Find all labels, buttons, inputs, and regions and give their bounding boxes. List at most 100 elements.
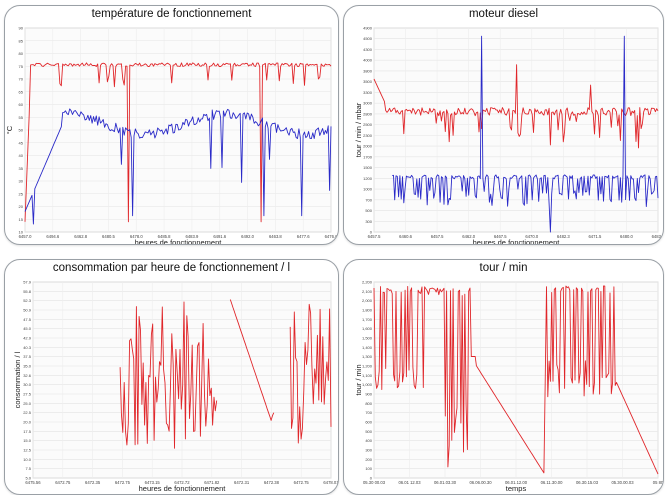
x-tick-label: 6463.8 [269, 234, 282, 239]
y-tick-label: 300 [365, 219, 372, 224]
x-tick-label: 6477.6 [297, 234, 310, 239]
x-tick-label: 6473.15 [145, 480, 161, 485]
y-tick-label: 45.0 [23, 326, 32, 331]
y-tick-label: 85 [19, 38, 24, 43]
y-tick-label: 3500 [363, 79, 373, 84]
y-tick-label: 2,000 [362, 298, 373, 303]
x-tick-label: 6478.01 [323, 480, 338, 485]
x-tick-label: 6472.75 [55, 480, 71, 485]
y-tick-label: 55.8 [23, 289, 32, 294]
y-tick-label: 0 [370, 230, 373, 235]
y-tick-label: 47.5 [23, 317, 32, 322]
y-tick-label: 12.5 [23, 448, 32, 453]
series-line-0 [119, 299, 332, 449]
y-tick-label: 57.9 [23, 280, 32, 285]
y-tick-label: 1700 [363, 154, 373, 159]
y-tick-label: 25.0 [23, 401, 32, 406]
x-tick-label: 6471.5 [588, 234, 601, 239]
x-tick-label: 6471.82 [204, 480, 220, 485]
chart-title: consommation par heure de fonctionnement… [52, 262, 291, 274]
y-tick-label: 35 [19, 166, 24, 171]
y-tick-label: 50 [19, 128, 24, 133]
y-tick-label: 1,500 [362, 336, 373, 341]
y-axis-label: °C [5, 125, 14, 134]
series-line-0 [373, 64, 659, 149]
y-tick-label: 1200 [363, 176, 373, 181]
x-tick-label: 6462.0 [462, 234, 475, 239]
y-tick-label: 600 [365, 420, 372, 425]
y-tick-label: 4900 [363, 26, 373, 31]
y-tick-label: 27.5 [23, 392, 32, 397]
x-tick-label: 06.01 12.03 [398, 480, 421, 485]
x-tick-label: 6485.8 [158, 234, 171, 239]
y-tick-label: 52.3 [23, 298, 32, 303]
y-tick-label: 37.5 [23, 354, 32, 359]
y-tick-label: 2000 [363, 144, 373, 149]
y-tick-label: 400 [365, 438, 372, 443]
series-line-1 [392, 35, 659, 233]
x-tick-label: 6472.31 [234, 480, 250, 485]
y-tick-label: 1500 [363, 165, 373, 170]
x-tick-label: 6467.5 [494, 234, 507, 239]
y-tick-label: 100 [365, 466, 372, 471]
x-axis-label: heures de fonctionnement [135, 238, 223, 244]
y-tick-label: 1,300 [362, 354, 373, 359]
y-tick-label: 30.0 [23, 382, 32, 387]
y-tick-label: 700 [365, 410, 372, 415]
y-tick-label: 3800 [363, 68, 373, 73]
x-tick-label: 6480.0 [620, 234, 633, 239]
x-tick-label: 6491.6 [213, 234, 226, 239]
y-tick-label: 4500 [363, 36, 373, 41]
y-tick-label: 75 [19, 64, 24, 69]
x-tick-label: 6476.6 [325, 234, 338, 239]
y-axis-label: tour / min [354, 364, 363, 395]
x-tick-label: 06.06.00.30 [469, 480, 492, 485]
y-tick-label: 900 [365, 392, 372, 397]
chart-panel-moteur-diesel: moteur diesel 4900 4500 4300 4000 3800 3500 33… [343, 5, 664, 245]
x-tick-label: 6462.8 [74, 234, 87, 239]
series-line-0 [24, 62, 332, 223]
y-tick-label: 32.6 [23, 373, 32, 378]
y-tick-label: 1,600 [362, 326, 373, 331]
y-tick-label: 2300 [363, 133, 373, 138]
x-tick-label: 6457.5 [368, 234, 381, 239]
y-tick-label: 40.3 [23, 345, 32, 350]
y-tick-label: 80 [19, 51, 24, 56]
x-tick-label: 05 80 [653, 480, 663, 485]
y-tick-label: 20.0 [23, 420, 32, 425]
x-tick-label: 6472.35 [85, 480, 101, 485]
x-tick-label: 6457.5 [431, 234, 444, 239]
chart-title: température de fonctionnement [91, 8, 252, 20]
chart-temperature: 90 85 80 75 70 65 60 55 50 45 40 35 30 25 20 15 106457.0… [5, 26, 338, 245]
y-tick-label: 40 [19, 153, 24, 158]
y-tick-label: 17.5 [23, 429, 32, 434]
y-tick-label: 60 [19, 102, 24, 107]
x-axis-label: heures de fonctionnement [473, 238, 561, 244]
y-tick-label: 2800 [363, 111, 373, 116]
y-tick-label: 55 [19, 115, 24, 120]
x-tick-label: 6457.0 [19, 234, 32, 239]
y-tick-label: 7.5 [25, 466, 31, 471]
x-tick-label: 6472.75 [115, 480, 131, 485]
y-tick-label: 15.0 [23, 438, 32, 443]
y-tick-label: 10 [19, 230, 24, 235]
chart-panel-tour-min: tour / min 2,200 2,100 2,000 1,800 1,700 1,60… [343, 259, 664, 495]
x-axis-label: heures de fonctionnement [139, 484, 227, 493]
y-axis-label: tour / min / mbar [354, 102, 363, 157]
y-tick-label: 0 [370, 476, 373, 481]
y-tick-label: 1,800 [362, 308, 373, 313]
y-tick-label: 20 [19, 204, 24, 209]
y-tick-label: 4300 [363, 47, 373, 52]
y-tick-label: 300 [365, 448, 372, 453]
y-tick-label: 15 [19, 217, 24, 222]
x-tick-label: 6483.9 [186, 234, 199, 239]
x-tick-label: 6478.0 [130, 234, 143, 239]
y-tick-label: 500 [365, 208, 372, 213]
chart-title: tour / min [479, 262, 528, 274]
y-tick-label: 2500 [363, 122, 373, 127]
chart-tour-min: 2,200 2,100 2,000 1,800 1,700 1,600 1,500 1,400… [354, 280, 663, 494]
y-tick-label: 2,200 [362, 280, 373, 285]
y-tick-label: 800 [365, 401, 372, 406]
y-tick-label: 65 [19, 89, 24, 94]
x-tick-label: 6472.72 [174, 480, 190, 485]
